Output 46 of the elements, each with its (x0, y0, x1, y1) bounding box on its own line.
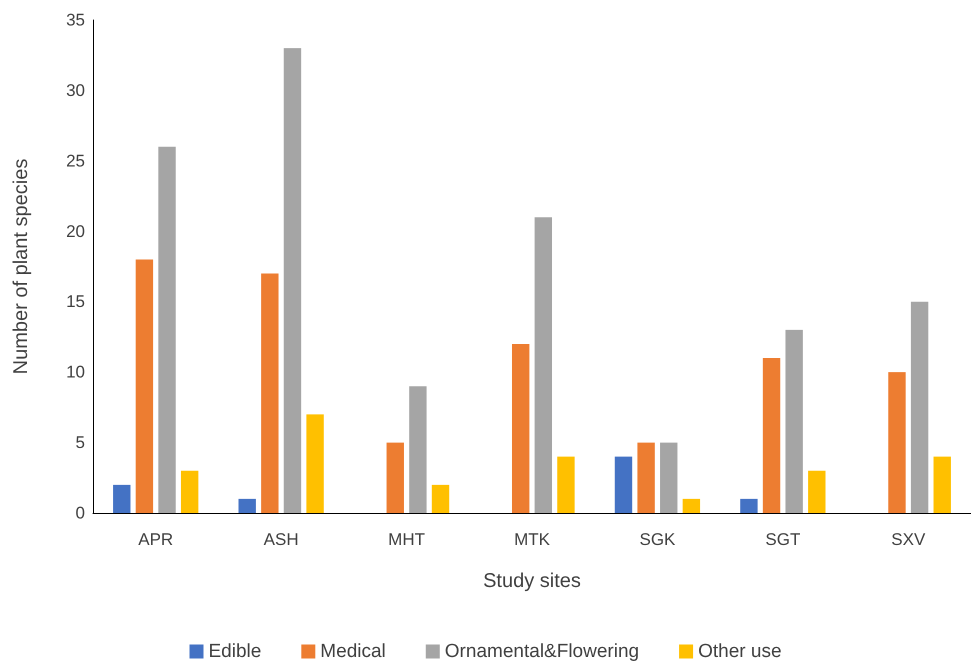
bar (136, 259, 154, 513)
y-tick-label: 15 (66, 292, 85, 312)
bar (637, 442, 655, 513)
y-tick-label: 0 (76, 504, 85, 522)
bar (284, 48, 302, 513)
bar (785, 330, 803, 513)
bar (660, 442, 678, 513)
x-tick-label: MHT (388, 530, 425, 549)
bar (682, 498, 700, 513)
legend-label: Ornamental&Flowering (444, 641, 640, 662)
bar (740, 498, 758, 513)
bar (158, 146, 176, 513)
bar (261, 274, 279, 513)
bar (432, 484, 450, 513)
x-tick-label: SXV (891, 530, 926, 549)
y-tick-label: 5 (76, 433, 85, 452)
y-tick-label: 10 (66, 362, 85, 382)
bar (386, 442, 404, 513)
bar (614, 456, 632, 513)
bar (306, 414, 324, 513)
legend-label: Other use (698, 641, 782, 662)
bar (888, 372, 906, 513)
bar (762, 358, 780, 513)
legend-label: Medical (320, 641, 386, 662)
y-tick-label: 35 (66, 10, 85, 30)
bar (808, 470, 826, 513)
y-tick-label: 20 (66, 222, 85, 241)
y-axis-title: Number of plant species (10, 158, 32, 374)
bar (534, 217, 552, 513)
y-tick-label: 25 (66, 151, 85, 170)
bar (238, 498, 256, 513)
bar (512, 344, 530, 513)
bar (113, 484, 130, 513)
bar (910, 302, 928, 513)
y-tick-label: 30 (66, 80, 85, 100)
x-tick-label: SGT (765, 530, 800, 549)
x-axis-title: Study sites (483, 570, 581, 592)
bar (409, 386, 427, 513)
x-tick-label: MTK (514, 530, 551, 549)
x-tick-label: ASH (264, 530, 299, 549)
x-tick-label: APR (138, 530, 174, 549)
legend-label: Edible (208, 641, 262, 662)
bar (180, 470, 198, 513)
x-tick-label: SGK (639, 530, 676, 549)
bar (557, 456, 575, 513)
bar (934, 456, 951, 513)
